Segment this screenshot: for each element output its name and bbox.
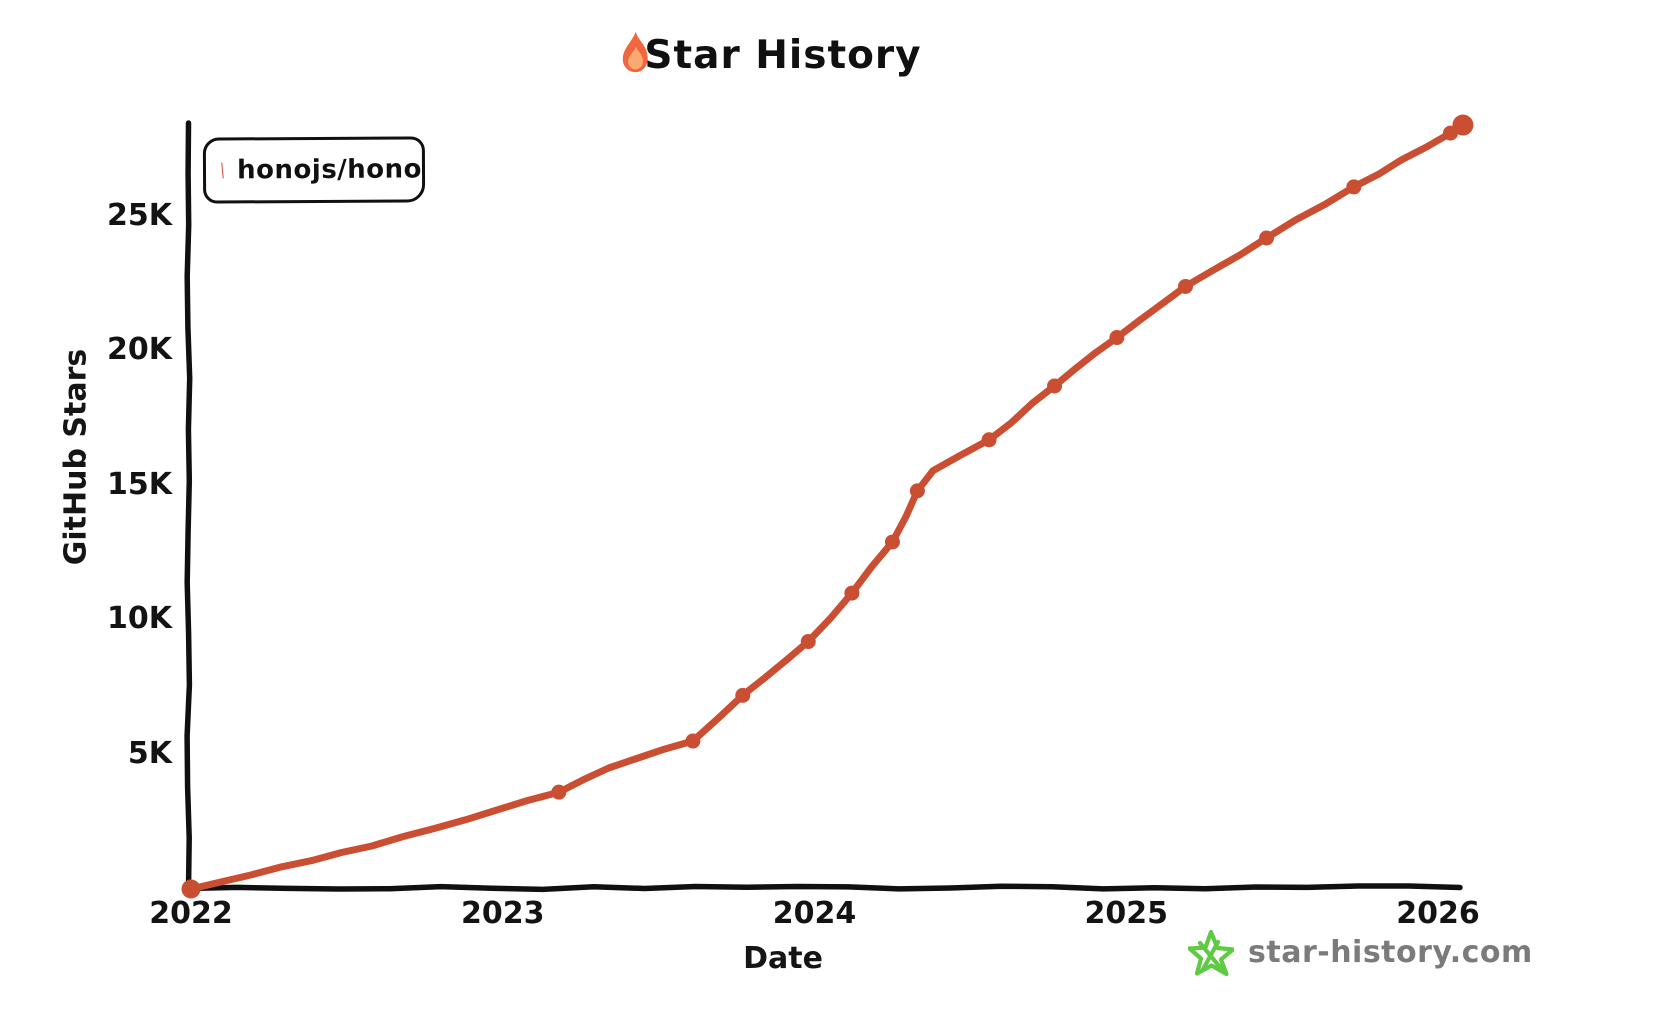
data-point <box>981 432 997 448</box>
x-axis-title: Date <box>743 941 823 976</box>
data-point <box>1177 278 1193 294</box>
x-tick-label: 2025 <box>1084 896 1169 931</box>
data-point <box>1452 114 1474 136</box>
series-line <box>187 121 1467 893</box>
y-axis-line <box>184 120 193 892</box>
data-point <box>181 879 201 899</box>
watermark-label: star-history.com <box>1248 934 1533 970</box>
y-tick-label: 15K <box>107 466 172 502</box>
data-point <box>1109 330 1125 346</box>
x-tick-label: 2024 <box>772 896 857 931</box>
flame-icon <box>620 30 650 74</box>
data-point <box>800 634 816 650</box>
y-tick-label: 5K <box>127 735 172 771</box>
x-tick-label: 2023 <box>461 896 545 931</box>
data-point <box>1047 378 1063 394</box>
x-axis-line <box>183 883 1463 893</box>
data-point <box>1346 179 1362 195</box>
data-point <box>1259 230 1275 246</box>
y-tick-label: 10K <box>107 601 172 636</box>
y-tick-label: 25K <box>107 197 172 233</box>
y-tick-label: 20K <box>107 332 172 367</box>
watermark-link[interactable]: star-history.com <box>1188 928 1533 976</box>
data-point <box>735 687 751 703</box>
data-point <box>844 585 860 601</box>
data-point <box>884 534 900 550</box>
data-point <box>685 733 701 749</box>
legend-series-label[interactable]: honojs/hono <box>237 154 423 186</box>
x-tick-label: 2026 <box>1396 896 1480 931</box>
y-axis-title: GitHub Stars <box>58 348 94 566</box>
data-point <box>551 784 567 800</box>
page-title: Star History <box>644 33 922 78</box>
data-point <box>909 483 925 499</box>
series-marker-icon <box>221 162 224 179</box>
x-tick-label: 2022 <box>149 896 233 931</box>
star-icon <box>1188 929 1234 976</box>
legend: honojs/hono <box>202 136 426 204</box>
